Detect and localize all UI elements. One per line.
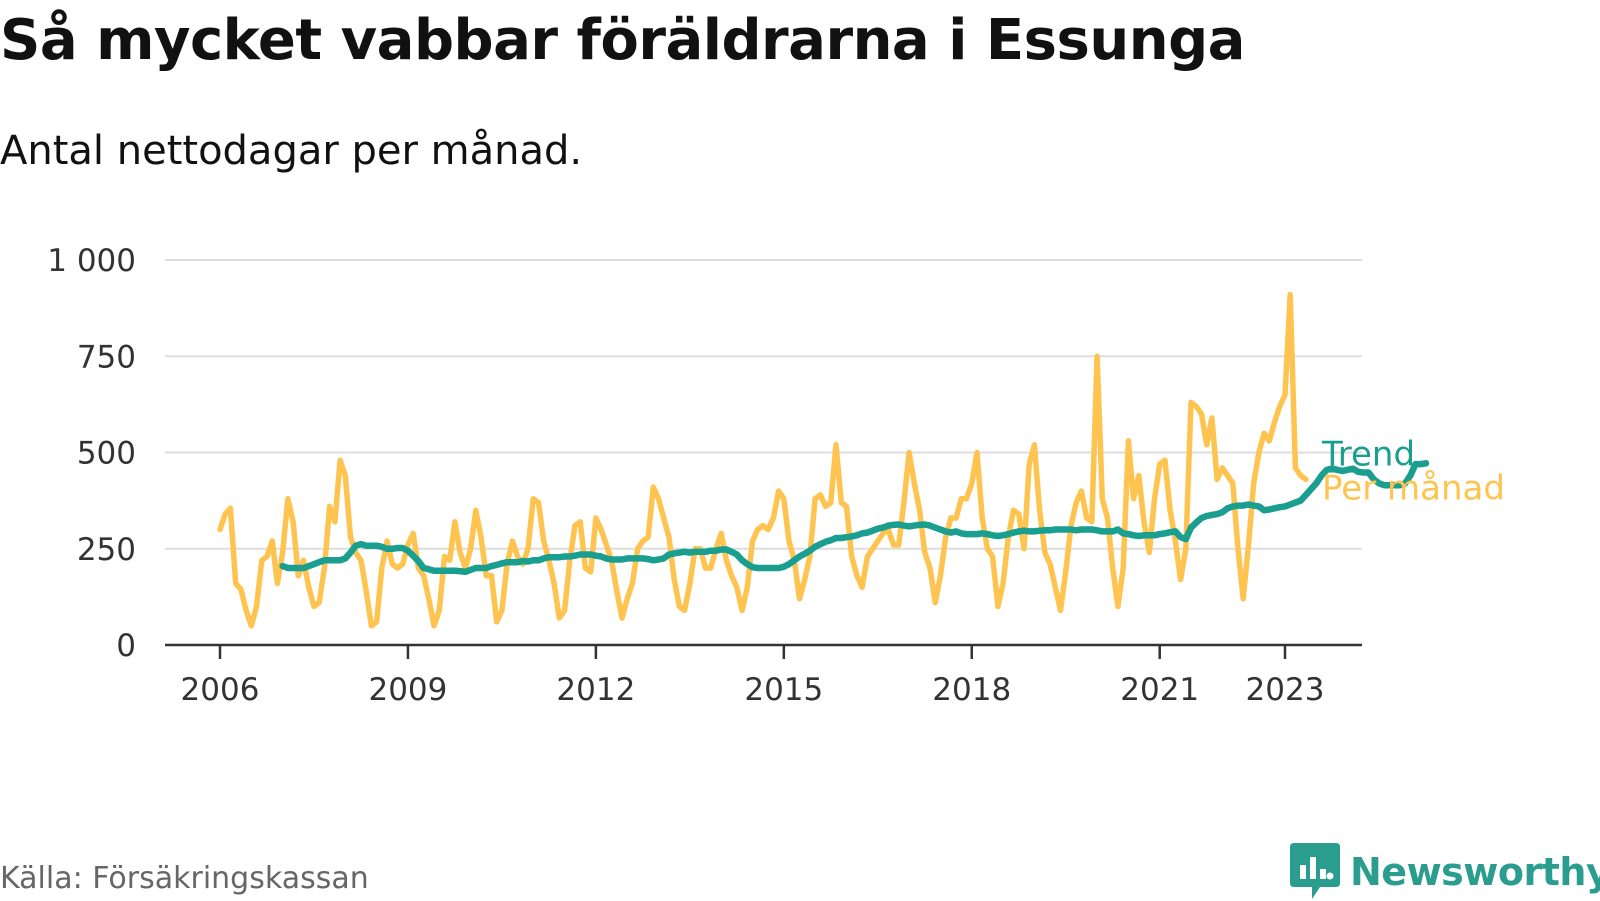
y-tick-label: 0 bbox=[116, 628, 136, 664]
source-note: Källa: Försäkringskassan bbox=[0, 861, 369, 896]
x-tick-label: 2012 bbox=[556, 672, 635, 708]
chart-subtitle: Antal nettodagar per månad. bbox=[0, 128, 583, 174]
y-tick-label: 250 bbox=[77, 532, 136, 568]
newsworthy-logo-icon bbox=[1290, 843, 1340, 899]
series-label-per-manad: Per månad bbox=[1322, 468, 1505, 508]
y-tick-label: 1 000 bbox=[47, 243, 136, 279]
y-axis-tick-labels: 0 250 500 750 1 000 bbox=[47, 243, 136, 664]
grid-lines bbox=[165, 259, 1362, 550]
x-tick-label: 2006 bbox=[181, 672, 260, 708]
series-label-trend: Trend bbox=[1321, 434, 1415, 474]
x-tick-label: 2009 bbox=[368, 672, 447, 708]
y-tick-label: 500 bbox=[77, 436, 136, 472]
series-lines bbox=[217, 291, 1430, 629]
line-per-manad bbox=[217, 291, 1309, 629]
line-chart: 0 250 500 750 1 000 2006 2009 2012 2015 2018 2021… bbox=[47, 243, 1505, 708]
x-tick-label: 2015 bbox=[744, 672, 823, 708]
line-trend bbox=[279, 460, 1430, 576]
y-tick-label: 750 bbox=[77, 339, 136, 375]
chart-title: Så mycket vabbar föräldrarna i Essunga bbox=[0, 8, 1245, 73]
brand-name: Newsworthy bbox=[1350, 850, 1600, 894]
x-tick-label: 2023 bbox=[1246, 672, 1325, 708]
newsworthy-brand[interactable]: Newsworthy bbox=[1290, 843, 1600, 901]
x-tick-label: 2018 bbox=[932, 672, 1011, 708]
x-axis: 2006 2009 2012 2015 2018 2021 2023 bbox=[165, 643, 1362, 708]
x-tick-label: 2021 bbox=[1120, 672, 1199, 708]
